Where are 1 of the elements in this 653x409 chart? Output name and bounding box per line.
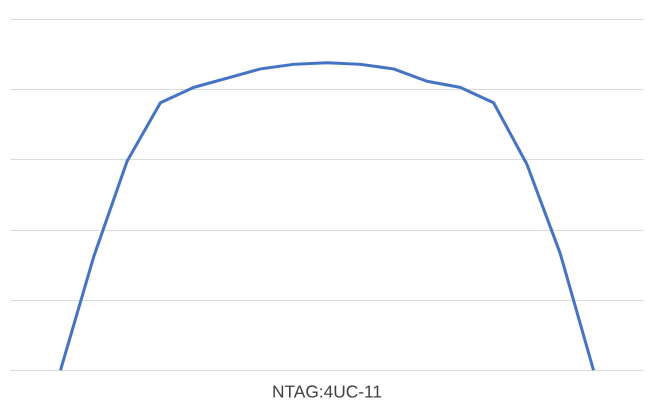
x-axis-title: NTAG:4UC-11	[272, 382, 382, 402]
